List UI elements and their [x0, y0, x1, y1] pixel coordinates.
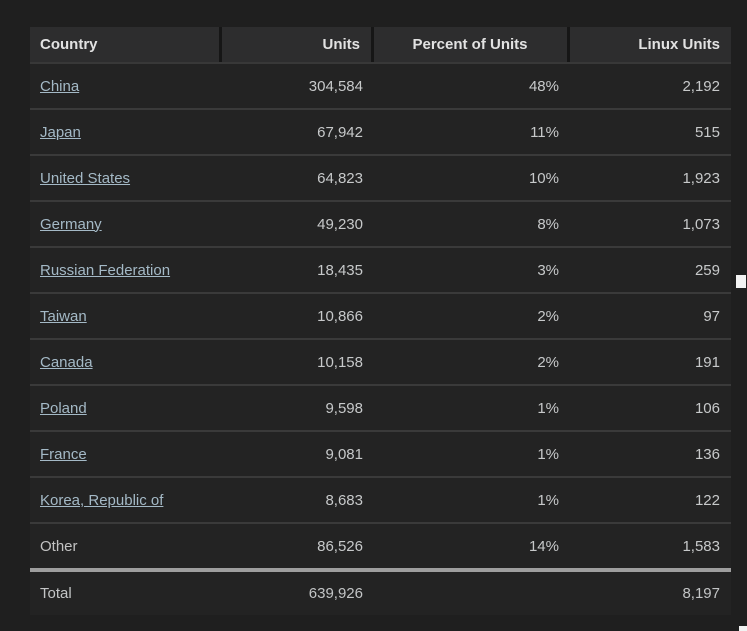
percent-cell: 10% [374, 154, 570, 200]
country-cell: Japan [30, 108, 222, 154]
linux-units-cell: 1,073 [570, 200, 731, 246]
country-link[interactable]: Canada [40, 353, 93, 371]
right-edge-marker [736, 275, 746, 288]
linux-units-cell: 191 [570, 338, 731, 384]
percent-cell: 8% [374, 200, 570, 246]
country-cell: China [30, 62, 222, 108]
units-cell: 10,866 [222, 292, 374, 338]
units-cell: 10,158 [222, 338, 374, 384]
header-percent: Percent of Units [374, 27, 570, 62]
linux-units-cell: 136 [570, 430, 731, 476]
country-cell: Russian Federation [30, 246, 222, 292]
units-cell: 304,584 [222, 62, 374, 108]
header-linux-units: Linux Units [570, 27, 731, 62]
header-units: Units [222, 27, 374, 62]
country-label-other: Other [40, 537, 78, 555]
country-link[interactable]: Taiwan [40, 307, 87, 325]
units-cell: 64,823 [222, 154, 374, 200]
country-link[interactable]: Russian Federation [40, 261, 171, 279]
total-percent-cell [374, 568, 570, 615]
table-row: Germany 49,230 8% 1,073 [30, 200, 731, 246]
percent-cell: 11% [374, 108, 570, 154]
percent-cell: 1% [374, 476, 570, 522]
total-units-cell: 639,926 [222, 568, 374, 615]
units-cell: 8,683 [222, 476, 374, 522]
percent-cell: 3% [374, 246, 570, 292]
table-row: Other 86,526 14% 1,583 [30, 522, 731, 568]
table-header: Country Units Percent of Units Linux Uni… [30, 27, 731, 62]
table-row: Russian Federation 18,435 3% 259 [30, 246, 731, 292]
country-cell: Germany [30, 200, 222, 246]
linux-units-cell: 97 [570, 292, 731, 338]
percent-cell: 48% [374, 62, 570, 108]
percent-cell: 1% [374, 430, 570, 476]
percent-cell: 2% [374, 338, 570, 384]
table-row: Taiwan 10,866 2% 97 [30, 292, 731, 338]
country-cell: United States [30, 154, 222, 200]
units-cell: 9,598 [222, 384, 374, 430]
linux-units-cell: 106 [570, 384, 731, 430]
percent-cell: 2% [374, 292, 570, 338]
units-cell: 9,081 [222, 430, 374, 476]
table-row: United States 64,823 10% 1,923 [30, 154, 731, 200]
units-cell: 49,230 [222, 200, 374, 246]
table-row: China 304,584 48% 2,192 [30, 62, 731, 108]
country-link[interactable]: Korea, Republic of [40, 491, 164, 509]
percent-cell: 1% [374, 384, 570, 430]
table-row: France 9,081 1% 136 [30, 430, 731, 476]
country-link[interactable]: China [40, 77, 80, 95]
country-cell: Canada [30, 338, 222, 384]
linux-units-cell: 122 [570, 476, 731, 522]
table-row: Korea, Republic of 8,683 1% 122 [30, 476, 731, 522]
total-row: Total 639,926 8,197 [30, 568, 731, 615]
country-link[interactable]: Poland [40, 399, 87, 417]
table-body: China 304,584 48% 2,192 Japan 67,942 11%… [30, 62, 731, 615]
percent-cell: 14% [374, 522, 570, 568]
country-cell: Other [30, 522, 222, 568]
country-cell: Korea, Republic of [30, 476, 222, 522]
table-row: Poland 9,598 1% 106 [30, 384, 731, 430]
linux-units-cell: 1,583 [570, 522, 731, 568]
units-cell: 67,942 [222, 108, 374, 154]
units-cell: 86,526 [222, 522, 374, 568]
header-country: Country [30, 27, 222, 62]
country-cell: Poland [30, 384, 222, 430]
linux-units-cell: 1,923 [570, 154, 731, 200]
bottom-right-marker [739, 626, 747, 631]
country-link[interactable]: Germany [40, 215, 102, 233]
total-linux-units-cell: 8,197 [570, 568, 731, 615]
country-cell: France [30, 430, 222, 476]
units-cell: 18,435 [222, 246, 374, 292]
country-link[interactable]: United States [40, 169, 131, 187]
linux-units-cell: 515 [570, 108, 731, 154]
linux-units-cell: 2,192 [570, 62, 731, 108]
header-row: Country Units Percent of Units Linux Uni… [30, 27, 731, 62]
table-row: Canada 10,158 2% 191 [30, 338, 731, 384]
linux-units-cell: 259 [570, 246, 731, 292]
table-row: Japan 67,942 11% 515 [30, 108, 731, 154]
country-link[interactable]: Japan [40, 123, 81, 141]
country-units-table: Country Units Percent of Units Linux Uni… [30, 27, 731, 615]
country-link[interactable]: France [40, 445, 87, 463]
total-label-cell: Total [30, 568, 222, 615]
country-cell: Taiwan [30, 292, 222, 338]
